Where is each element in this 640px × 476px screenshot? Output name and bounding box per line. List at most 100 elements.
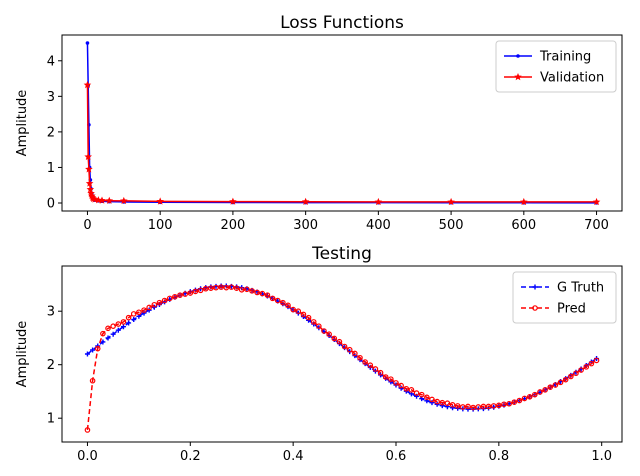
data-point [269,295,276,302]
data-point [218,284,224,290]
data-point [418,391,425,398]
data-point [285,302,291,309]
legend-entry: Training [504,50,591,65]
data-point [331,335,338,342]
data-point [470,404,476,411]
data-point [592,197,601,206]
x-tick-label: 1.0 [591,449,612,464]
y-tick-label: 1 [47,412,55,427]
data-point [357,354,363,361]
legend-marker [514,73,522,81]
chart-title: Loss Functions [280,13,404,33]
data-point [408,387,415,393]
data-point [506,400,512,407]
data-point [552,382,559,388]
data-point [516,397,523,404]
data-point [316,323,322,329]
data-point [166,295,173,302]
data-point [146,304,152,311]
x-tick-label: 200 [220,218,245,233]
data-point [424,394,430,401]
x-tick-label: 0.4 [283,449,304,464]
data-point [120,319,127,325]
data-point [485,403,492,410]
series-validation [83,80,601,206]
data-point [187,290,194,296]
data-point [141,307,147,313]
data-point [588,360,595,367]
data-point [449,402,456,408]
data-point [156,299,163,306]
data-point [388,376,394,382]
data-point [382,374,389,380]
data-point [532,391,538,398]
data-point [94,345,101,352]
data-point [192,288,199,295]
data-point [110,331,116,337]
data-point [151,301,158,308]
x-tick-label: 0.6 [386,449,407,464]
data-point [208,285,214,292]
data-point [105,196,114,204]
data-point [115,327,121,333]
data-point [374,197,383,206]
data-point [89,377,96,384]
data-point [429,400,435,406]
x-tick-label: 0 [83,218,91,233]
x-tick-label: 100 [148,218,173,233]
data-point [573,370,579,377]
data-point [120,196,128,205]
data-point [238,287,245,293]
data-point [274,297,281,304]
legend-box [512,271,617,324]
data-point [105,325,111,332]
data-point [336,338,343,345]
data-point [465,403,471,410]
y-tick-label: 4 [47,54,55,69]
data-point [593,357,600,364]
data-point [447,197,455,206]
data-point [520,197,528,206]
legend-marker [532,305,538,311]
x-tick-label: 400 [366,218,391,233]
data-point [202,285,209,292]
data-point [84,152,92,161]
data-point [480,403,487,410]
legend-entry: G Truth [521,281,604,296]
plot-frame [61,265,623,443]
x-tick-label: 600 [511,218,536,233]
data-point [300,311,307,318]
data-point [460,404,466,410]
data-point [233,285,240,292]
plot-frame [61,34,623,212]
legend-label: Validation [540,71,604,86]
data-point [352,350,358,357]
data-point [120,324,126,330]
data-point [372,366,379,372]
data-point [126,320,132,326]
data-point [197,287,204,294]
data-point [290,306,296,313]
data-point [439,403,445,409]
data-point [110,323,116,329]
data-point [115,321,122,327]
data-point [90,347,96,353]
x-tick-label: 500 [439,218,464,233]
y-axis-label: Amplitude [15,90,30,157]
data-point [85,41,90,45]
data-point [229,197,237,205]
data-point [537,389,543,395]
series-pred [84,284,600,433]
data-point [526,393,533,400]
y-tick-label: 3 [47,90,55,105]
data-point [346,346,353,353]
legend-marker [516,54,520,58]
data-point [439,399,446,406]
testing-chart: Testing Amplitude 0.0 0.2 0.4 0.6 0.8 1.0 1 2 3 G T… [15,244,623,464]
data-point [259,290,266,297]
data-point [490,403,497,409]
data-point [161,297,168,304]
data-point [182,291,188,297]
data-point [444,400,451,407]
